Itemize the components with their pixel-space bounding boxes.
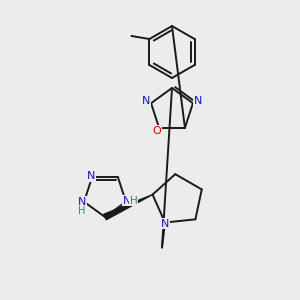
Text: N: N	[194, 96, 202, 106]
Text: N: N	[78, 197, 86, 207]
Text: N: N	[123, 196, 131, 206]
Text: N: N	[142, 96, 150, 106]
Text: H: H	[130, 196, 137, 206]
Polygon shape	[104, 195, 153, 220]
Text: H: H	[78, 206, 86, 216]
Text: N: N	[87, 171, 95, 181]
Text: O: O	[153, 126, 161, 136]
Text: N: N	[161, 218, 169, 229]
